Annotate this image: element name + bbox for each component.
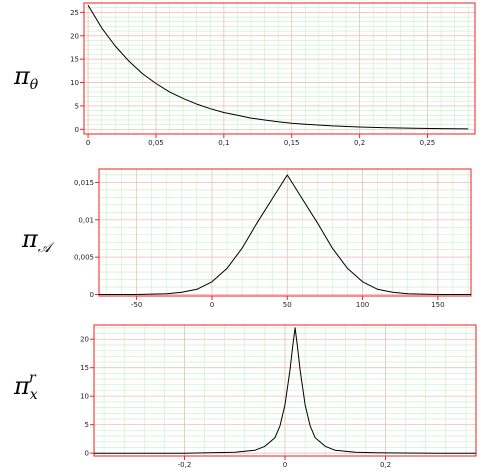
y-tick-label: 0: [90, 291, 94, 299]
y-tick-label: 15: [80, 364, 89, 372]
panel-label: πx: [13, 372, 38, 403]
series-line-1: [87, 5, 469, 130]
y-tick-label: 5: [85, 421, 89, 429]
chart-panel-1: 0 0,05 0,1 0,15 0,2 0,25 0 5 10 15 20 25 πθ: [13, 2, 476, 147]
y-tick-label: 5: [75, 102, 79, 110]
y-tick-label: 0: [75, 126, 79, 134]
panel-label: π𝒜: [21, 225, 55, 256]
y-tick-label: 15: [70, 56, 79, 64]
series-line-1: [99, 174, 471, 295]
x-tick-label: 100: [356, 301, 369, 309]
y-tick-label: 0: [85, 450, 89, 458]
x-tick-label: 0,05: [148, 139, 164, 147]
x-tick-label: 0: [86, 139, 90, 147]
x-tick-label: 0,2: [380, 461, 391, 469]
x-tick-label: 0,1: [218, 139, 229, 147]
y-tick-label: 10: [80, 393, 89, 401]
y-tick-label: 25: [70, 9, 79, 17]
y-tick-label: 0,005: [74, 254, 94, 262]
series-line-1: [94, 327, 476, 454]
x-tick-label: 150: [431, 301, 444, 309]
plot-frame: [83, 2, 476, 135]
x-tick-label: 50: [283, 301, 292, 309]
x-tick-label: -50: [131, 301, 142, 309]
y-tick-label: 0,015: [74, 179, 94, 187]
x-tick-label: 0,2: [354, 139, 365, 147]
plot-frame: [98, 168, 472, 297]
x-tick-label: 0,25: [420, 139, 436, 147]
chart-panel-3: -0,2 0 0,2 0 5 10 15 20 πxr: [13, 324, 477, 469]
x-tick-label: 0,15: [284, 139, 300, 147]
panel-label: πθ: [13, 62, 39, 93]
panel-label-sup: r: [29, 370, 37, 386]
x-tick-label: 0: [283, 461, 287, 469]
y-tick-label: 0,01: [78, 216, 94, 224]
y-tick-label: 20: [70, 32, 79, 40]
x-tick-label: -0,2: [178, 461, 192, 469]
y-tick-label: 20: [80, 336, 89, 344]
x-tick-label: 0: [210, 301, 214, 309]
y-tick-label: 10: [70, 79, 79, 87]
chart-panel-2: -50 0 50 100 150 0 0,005 0,01 0,015 π𝒜: [21, 168, 472, 309]
